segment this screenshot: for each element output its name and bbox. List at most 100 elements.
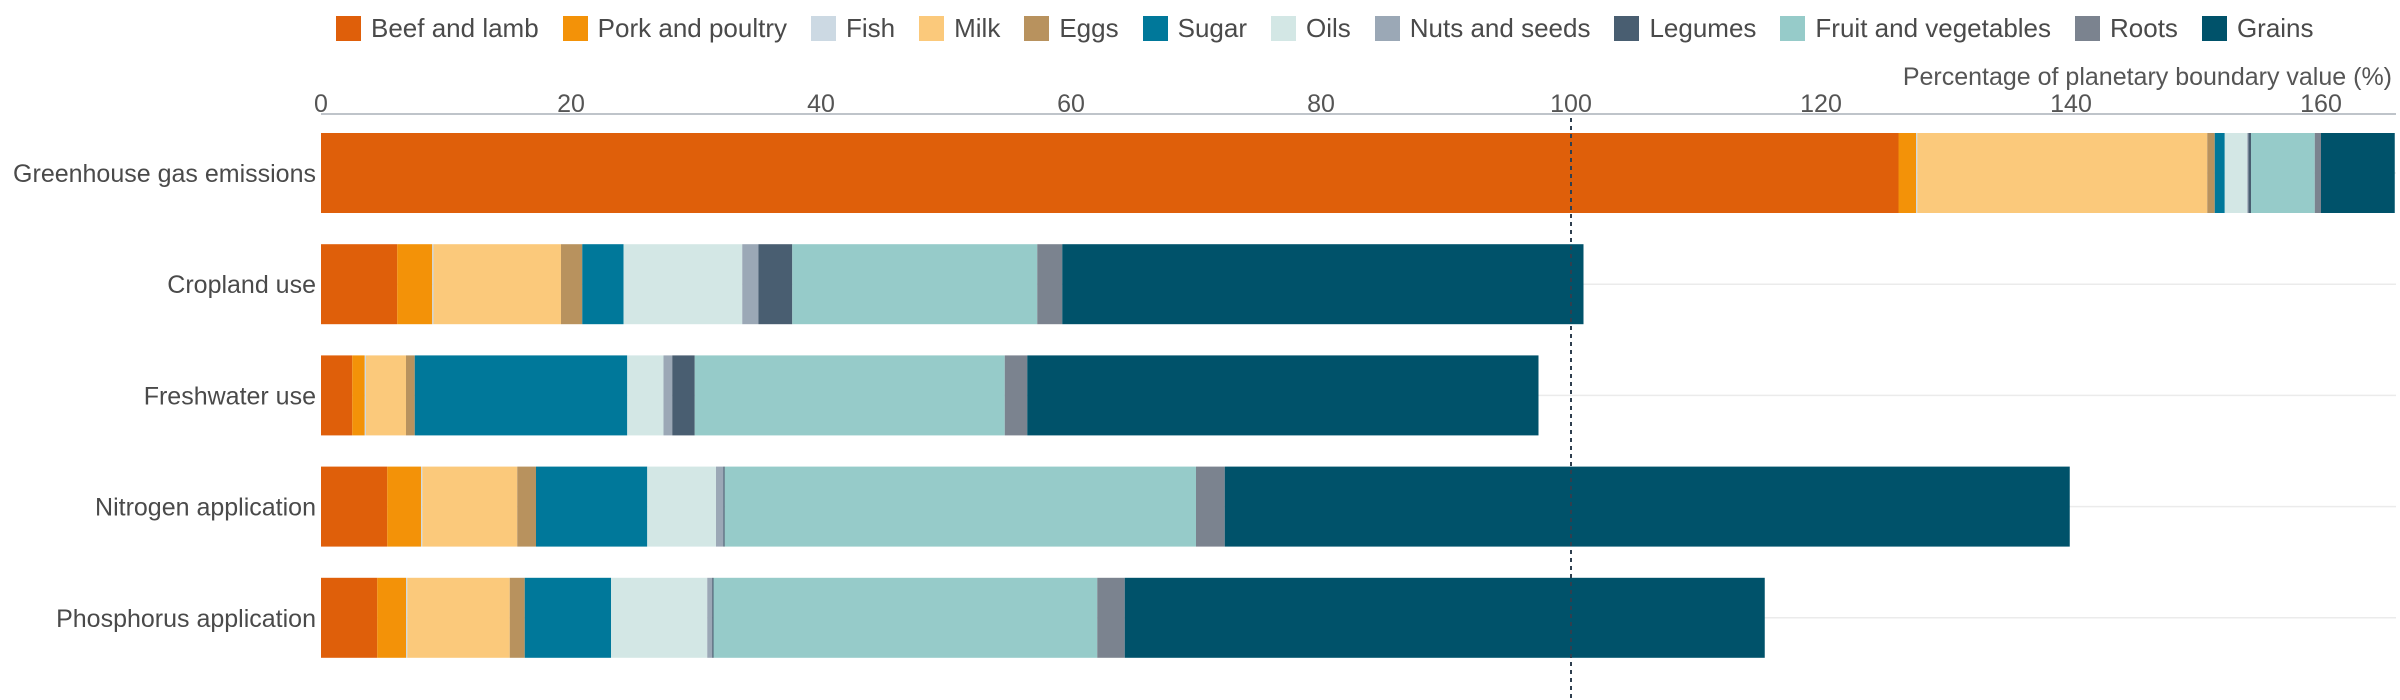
legend-item-fish: Fish	[811, 13, 895, 44]
bar-segment-legumes	[758, 244, 793, 325]
category-label: Cropland use	[167, 271, 316, 299]
legend-swatch	[562, 15, 588, 41]
bar-segment-milk	[433, 244, 561, 325]
bar-segment-pork-and-poultry	[377, 577, 406, 658]
bar-segment-legumes	[672, 355, 695, 436]
legend: Beef and lamb Pork and poultry Fish Milk Egg…	[336, 10, 2338, 46]
bar-segment-nuts-and-seeds	[2247, 133, 2249, 213]
legend-swatch	[1271, 15, 1296, 41]
bar-segment-sugar	[536, 466, 648, 547]
bar-segment-roots	[1196, 466, 1225, 547]
legend-label: Oils	[1306, 12, 1351, 43]
legend-item-legumes: Legumes	[1614, 13, 1756, 44]
bar-segment-fruit-and-vegetables	[724, 466, 1196, 547]
bar-segment-grains	[2321, 133, 2395, 213]
category-label: Freshwater use	[144, 382, 316, 410]
bar-segment-oils	[2224, 133, 2248, 213]
bar-segment-fruit-and-vegetables	[792, 244, 1038, 325]
bar-segment-eggs	[406, 355, 415, 436]
bar-segment-grains	[1027, 355, 1539, 436]
bar-segment-grains	[1224, 466, 2070, 547]
bar-segment-roots	[1097, 577, 1125, 658]
legend-label: Sugar	[1177, 12, 1247, 43]
legend-label: Nuts and seeds	[1409, 12, 1591, 43]
x-tick-label: 0	[314, 90, 328, 118]
legend-swatch	[1614, 15, 1640, 41]
bar-segment-roots	[2314, 133, 2321, 213]
legend-swatch	[1374, 15, 1400, 41]
bar-segment-nuts-and-seeds	[742, 244, 759, 325]
legend-item-oils: Oils	[1271, 13, 1351, 44]
bar-segment-sugar	[582, 244, 624, 325]
x-axis-title: Percentage of planetary boundary value (…	[1903, 63, 2392, 91]
legend-label: Fish	[846, 12, 896, 43]
legend-swatch	[919, 15, 945, 41]
legend-swatch	[1024, 15, 1050, 41]
bar-segment-fish	[364, 355, 366, 436]
legend-swatch	[811, 15, 836, 41]
bar-segment-legumes	[2248, 133, 2251, 213]
legend-label: Beef and lamb	[371, 12, 539, 43]
bar-segment-grains	[1124, 577, 1765, 658]
bar-segment-grains	[1062, 244, 1584, 325]
bar-segment-pork-and-poultry	[397, 244, 433, 325]
bar-segment-pork-and-poultry	[1898, 133, 1916, 213]
bar-segment-roots	[1037, 244, 1063, 325]
legend-label: Legumes	[1649, 12, 1757, 43]
bar-segment-legumes	[723, 466, 725, 547]
legend-item-pork-and-poultry: Pork and poultry	[562, 12, 787, 44]
legend-item-beef-and-lamb: Beef and lamb	[336, 13, 539, 44]
bar-segment-nuts-and-seeds	[707, 577, 713, 658]
bar-segment-nuts-and-seeds	[716, 466, 724, 547]
legend-item-fruit-and-vegetables: Fruit and vegetables	[1780, 13, 2051, 44]
legend-item-grains: Grains	[2201, 13, 2314, 44]
legend-swatch	[336, 15, 361, 41]
category-label: Greenhouse gas emissions	[13, 160, 316, 188]
bar-segment-fish	[421, 466, 423, 547]
legend-label: Pork and poultry	[597, 12, 787, 43]
bar-segment-beef-and-lamb	[321, 577, 378, 658]
bar-segment-pork-and-poultry	[352, 355, 365, 436]
legend-swatch	[1142, 15, 1168, 41]
bar-segment-oils	[623, 244, 743, 325]
legend-swatch	[1780, 15, 1806, 41]
legend-swatch	[2201, 15, 2227, 41]
legend-item-nuts-and-seeds: Nuts and seeds	[1374, 12, 1591, 44]
bar-segment-fish	[1916, 133, 1918, 213]
legend-item-eggs: Eggs	[1024, 12, 1119, 44]
bar-segment-oils	[627, 355, 664, 436]
bar-segment-eggs	[509, 577, 525, 658]
bar-segment-milk	[422, 466, 518, 547]
bar-segment-eggs	[561, 244, 583, 325]
bar-segment-beef-and-lamb	[321, 466, 388, 547]
bar-segment-milk	[407, 577, 510, 658]
legend-swatch	[2075, 15, 2101, 41]
bar-segment-fruit-and-vegetables	[694, 355, 1005, 436]
category-label: Nitrogen application	[95, 494, 316, 522]
bar-segment-roots	[1004, 355, 1028, 436]
legend-label: Fruit and vegetables	[1815, 12, 2052, 43]
bar-segment-fruit-and-vegetables	[713, 577, 1098, 658]
bar-segment-sugar	[524, 577, 611, 658]
bar-segment-nuts-and-seeds	[663, 355, 673, 436]
legend-label: Milk	[954, 12, 1001, 43]
bar-segment-milk	[1917, 133, 2208, 213]
bar-segment-milk	[366, 355, 406, 436]
bar-segment-pork-and-poultry	[387, 466, 421, 547]
bar-segment-oils	[611, 577, 708, 658]
bar-segment-beef-and-lamb	[321, 133, 1899, 213]
bar-segment-beef-and-lamb	[321, 244, 398, 325]
legend-item-roots: Roots	[2075, 13, 2178, 44]
bar-segment-sugar	[414, 355, 628, 436]
legend-label: Eggs	[1059, 12, 1119, 43]
category-label: Phosphorus application	[56, 605, 316, 633]
bar-segment-fish	[432, 244, 434, 325]
bar-segment-fish	[406, 577, 408, 658]
legend-item-sugar: Sugar	[1142, 12, 1247, 44]
bar-segment-eggs	[517, 466, 536, 547]
bar-segment-beef-and-lamb	[321, 355, 353, 436]
bar-segment-eggs	[2207, 133, 2215, 213]
legend-item-milk: Milk	[919, 13, 1000, 44]
bar-segment-sugar	[2214, 133, 2225, 213]
